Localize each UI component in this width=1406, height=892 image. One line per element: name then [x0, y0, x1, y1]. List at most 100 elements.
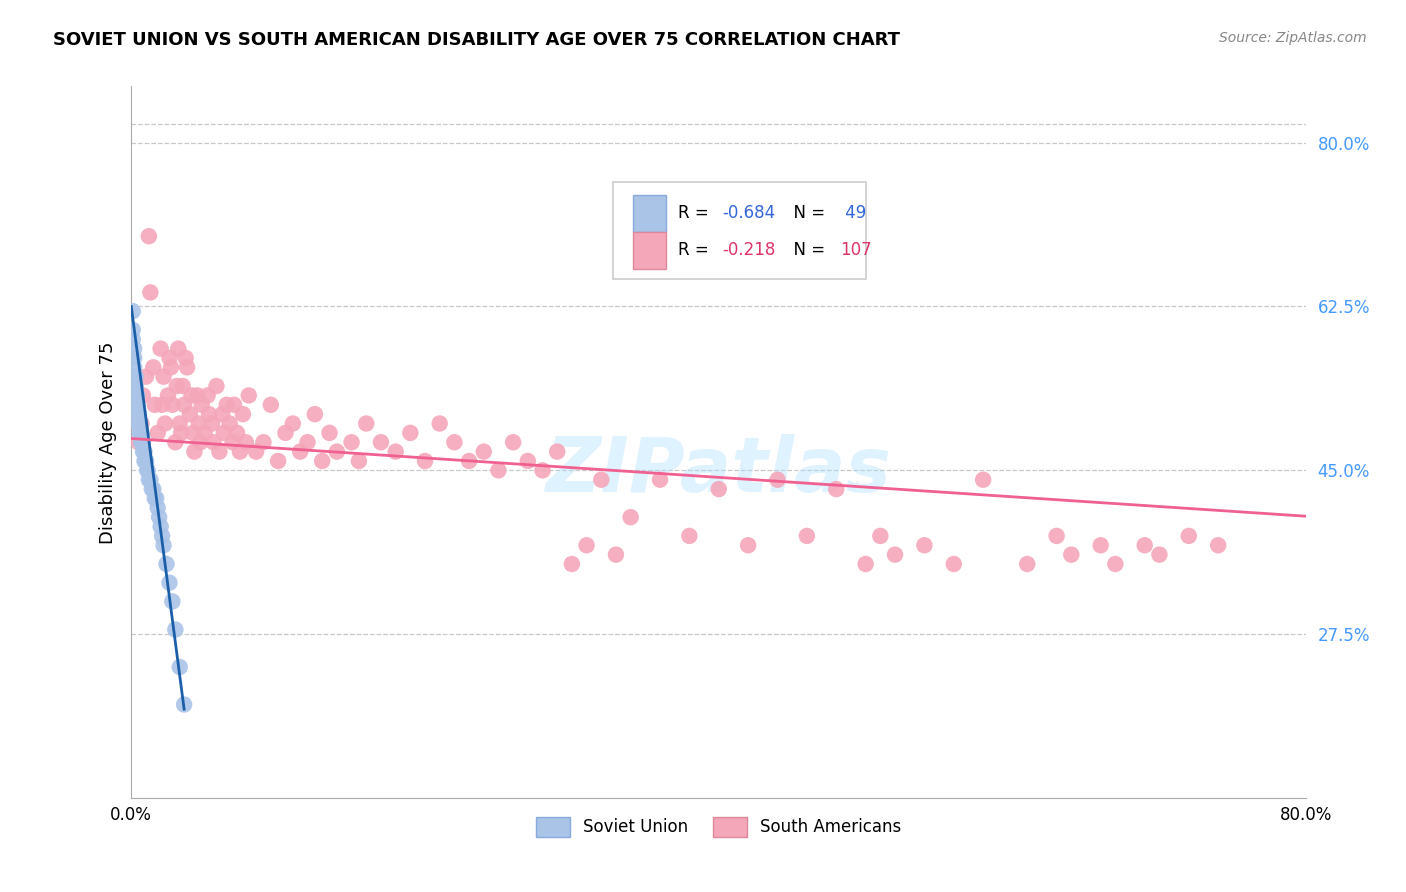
Point	[129, 417, 152, 431]
Point	[238, 388, 260, 402]
Point	[139, 285, 162, 300]
Point	[1045, 529, 1067, 543]
Point	[561, 557, 583, 571]
Point	[188, 435, 211, 450]
Point	[134, 454, 156, 468]
Point	[124, 369, 146, 384]
Text: N =: N =	[783, 204, 831, 222]
Point	[129, 425, 152, 440]
Text: N =: N =	[783, 241, 831, 259]
Point	[186, 388, 208, 402]
Text: Source: ZipAtlas.com: Source: ZipAtlas.com	[1219, 31, 1367, 45]
Point	[146, 425, 169, 440]
Point	[232, 407, 254, 421]
Point	[869, 529, 891, 543]
Point	[135, 454, 157, 468]
Point	[208, 444, 231, 458]
Point	[226, 425, 249, 440]
Point	[127, 398, 149, 412]
Point	[121, 323, 143, 337]
Text: -0.684: -0.684	[723, 204, 776, 222]
Point	[136, 463, 159, 477]
Point	[187, 417, 209, 431]
Point	[135, 369, 157, 384]
Point	[311, 454, 333, 468]
Point	[179, 407, 201, 421]
Point	[143, 398, 166, 412]
Point	[162, 398, 184, 412]
Text: 107: 107	[839, 241, 872, 259]
Point	[129, 425, 152, 440]
Text: -0.218: -0.218	[723, 241, 776, 259]
Point	[136, 463, 159, 477]
Point	[174, 351, 197, 365]
Point	[796, 529, 818, 543]
Text: SOVIET UNION VS SOUTH AMERICAN DISABILITY AGE OVER 75 CORRELATION CHART: SOVIET UNION VS SOUTH AMERICAN DISABILIT…	[53, 31, 900, 49]
Point	[165, 623, 187, 637]
Point	[134, 444, 156, 458]
Point	[190, 398, 212, 412]
FancyBboxPatch shape	[613, 183, 866, 278]
Point	[281, 417, 304, 431]
Point	[128, 407, 150, 421]
Text: R =: R =	[678, 241, 714, 259]
Point	[138, 229, 160, 244]
Point	[202, 435, 225, 450]
Point	[855, 557, 877, 571]
Point	[825, 482, 848, 496]
Point	[159, 351, 181, 365]
Point	[146, 500, 169, 515]
Point	[260, 398, 283, 412]
Point	[127, 398, 149, 412]
Point	[150, 398, 173, 412]
Point	[1060, 548, 1083, 562]
Point	[1206, 538, 1229, 552]
Point	[167, 342, 190, 356]
Point	[159, 575, 181, 590]
Point	[413, 454, 436, 468]
Point	[245, 444, 267, 458]
Point	[211, 407, 233, 421]
Point	[252, 435, 274, 450]
Point	[429, 417, 451, 431]
Point	[183, 444, 205, 458]
Point	[707, 482, 730, 496]
Point	[131, 435, 153, 450]
Point	[304, 407, 326, 421]
Point	[139, 473, 162, 487]
Point	[149, 519, 172, 533]
Point	[205, 379, 228, 393]
Point	[152, 538, 174, 552]
Point	[128, 407, 150, 421]
Point	[194, 425, 217, 440]
Y-axis label: Disability Age Over 75: Disability Age Over 75	[100, 341, 117, 543]
Point	[221, 435, 243, 450]
Point	[121, 304, 143, 318]
Point	[1133, 538, 1156, 552]
Point	[143, 491, 166, 506]
Point	[531, 463, 554, 477]
Point	[149, 342, 172, 356]
Point	[472, 444, 495, 458]
Point	[326, 444, 349, 458]
Point	[648, 473, 671, 487]
Point	[212, 425, 235, 440]
Point	[605, 548, 627, 562]
Point	[197, 388, 219, 402]
Point	[384, 444, 406, 458]
Point	[122, 351, 145, 365]
Point	[135, 454, 157, 468]
Point	[1149, 548, 1171, 562]
Point	[155, 557, 177, 571]
Point	[124, 388, 146, 402]
Point	[124, 379, 146, 393]
Point	[148, 510, 170, 524]
Point	[942, 557, 965, 571]
Point	[458, 454, 481, 468]
Point	[145, 491, 167, 506]
Point	[142, 360, 165, 375]
Point	[354, 417, 377, 431]
Point	[229, 444, 252, 458]
Point	[162, 594, 184, 608]
Point	[737, 538, 759, 552]
